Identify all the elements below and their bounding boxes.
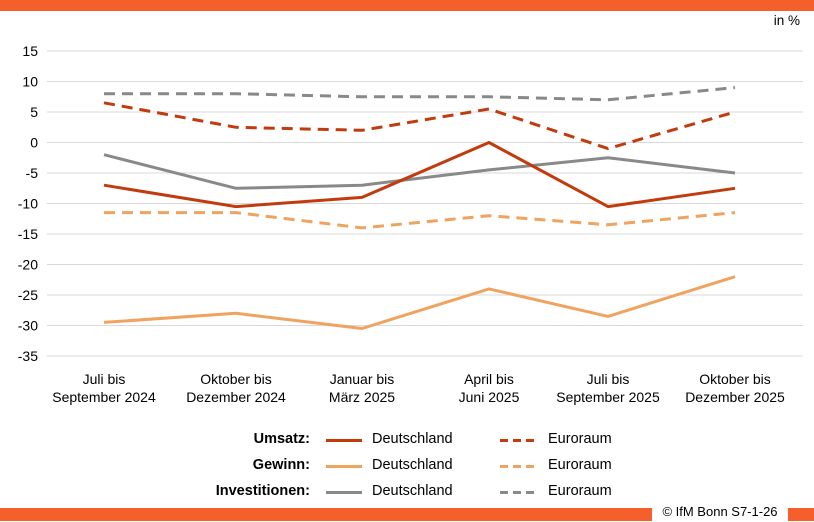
y-axis-tick-label: -35: [18, 348, 38, 364]
legend-group-label: Investitionen:: [215, 483, 310, 499]
legend-series-label: Deutschland: [372, 457, 453, 473]
solid-line-sample: [326, 439, 362, 442]
dashed-line-sample: [500, 491, 536, 494]
series-line-investitionen-deutschland: [103, 153, 736, 190]
x-axis-category-label: Oktober bis Dezember 2025: [685, 371, 785, 405]
y-axis-tick-label: -5: [26, 165, 39, 181]
legend-row-umsatz: Umsatz: Deutschland Euroraum: [0, 431, 814, 449]
x-axis-category-label: Juli bis September 2025: [556, 371, 660, 405]
legend-row-investitionen: Investitionen: Deutschland Euroraum: [0, 483, 814, 501]
solid-line-sample: [326, 465, 362, 468]
legend-row-gewinn: Gewinn: Deutschland Euroraum: [0, 457, 814, 475]
bottom-accent-bar: [0, 508, 814, 521]
line-chart: 15 10 5 0 -5 -10 -15 -20 -25 -30 -35 Juli bis Septem…: [18, 43, 803, 405]
y-axis-tick-label: -30: [18, 318, 38, 334]
series-line-gewinn-euroraum: [104, 211, 736, 230]
top-accent-bar: [0, 0, 814, 11]
x-axis-category-label: Januar bis März 2025: [329, 371, 395, 405]
legend-group-label: Gewinn:: [252, 457, 310, 473]
legend-series-label: Euroraum: [548, 431, 612, 447]
y-axis-tick-label: 5: [30, 104, 38, 120]
y-axis-tick-label: 15: [22, 43, 38, 59]
y-axis-tick-label: -20: [18, 257, 38, 273]
series-line-umsatz-deutschland: [103, 141, 736, 209]
legend-series-label: Deutschland: [372, 483, 453, 499]
x-axis-category-label: Oktober bis Dezember 2024: [186, 371, 286, 405]
legend-series-label: Euroraum: [548, 457, 612, 473]
series-line-umsatz-euroraum: [103, 101, 736, 151]
unit-label: in %: [773, 13, 800, 28]
series-line-gewinn-deutschland: [103, 275, 736, 330]
y-axis-tick-label: -15: [18, 226, 38, 242]
dashed-line-sample: [500, 465, 536, 468]
y-axis-tick-label: 0: [30, 135, 38, 151]
legend-series-label: Deutschland: [372, 431, 453, 447]
x-axis-category-label: April bis Juni 2025: [459, 371, 520, 405]
series-line-investitionen-euroraum: [104, 86, 736, 102]
x-axis-category-label: Juli bis September 2024: [52, 371, 156, 405]
copyright-label: © IfM Bonn S7-1-26: [652, 502, 788, 522]
legend-series-label: Euroraum: [548, 483, 612, 499]
solid-line-sample: [326, 491, 362, 494]
y-axis-tick-label: 10: [22, 74, 38, 90]
y-axis-tick-label: -25: [18, 287, 38, 303]
y-axis-tick-label: -10: [18, 196, 38, 212]
dashed-line-sample: [500, 439, 536, 442]
legend-group-label: Umsatz:: [253, 431, 310, 447]
